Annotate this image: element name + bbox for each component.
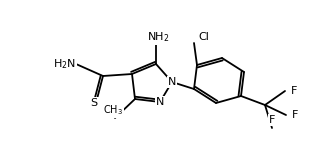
Text: CH$_3$: CH$_3$	[103, 103, 123, 117]
Text: F: F	[292, 110, 298, 120]
Text: H$_2$N: H$_2$N	[52, 57, 76, 71]
Text: N: N	[156, 97, 164, 107]
Text: S: S	[91, 98, 98, 108]
Text: NH$_2$: NH$_2$	[147, 30, 169, 44]
Text: N: N	[168, 77, 176, 87]
Text: Cl: Cl	[198, 32, 209, 42]
Text: F: F	[269, 115, 275, 125]
Text: F: F	[291, 86, 297, 96]
